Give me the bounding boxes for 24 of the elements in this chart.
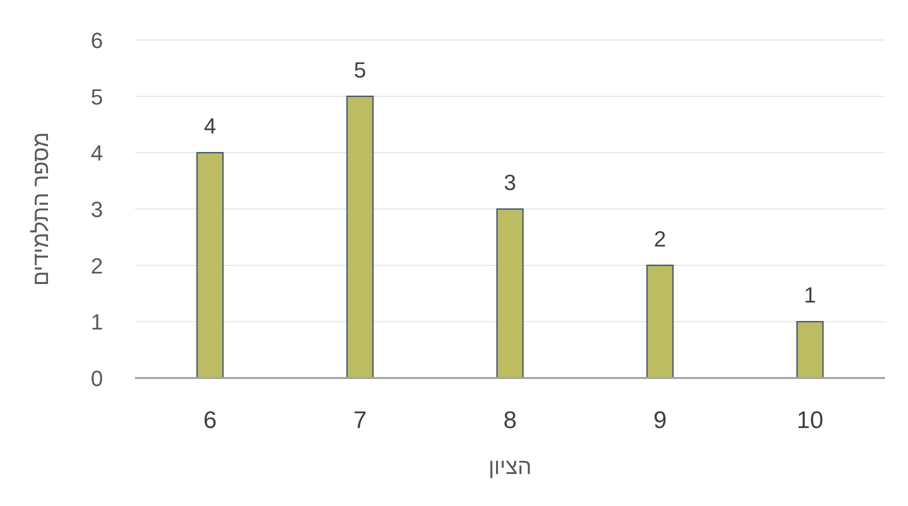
data-label: 5 — [354, 57, 366, 82]
x-tick-label: 10 — [796, 407, 824, 434]
bar — [496, 208, 524, 379]
x-tick-label: 9 — [653, 407, 667, 434]
bar — [346, 96, 374, 379]
x-tick-label: 8 — [503, 407, 517, 434]
data-label: 4 — [204, 114, 216, 139]
y-tick-label: 2 — [90, 253, 103, 278]
data-label: 3 — [504, 170, 516, 195]
y-tick-label: 1 — [90, 310, 103, 335]
x-axis-title: הציון — [488, 454, 532, 479]
y-tick-label: 3 — [90, 197, 103, 222]
y-tick-label: 5 — [90, 84, 103, 110]
data-label: 1 — [804, 282, 816, 308]
y-tick-label: 0 — [90, 366, 103, 391]
y-tick-label: 6 — [90, 28, 103, 53]
x-tick-label: 6 — [203, 407, 217, 434]
bar — [196, 152, 224, 379]
bar — [796, 321, 824, 379]
x-tick-label: 7 — [353, 407, 367, 434]
y-axis-title: מספר התלמידים — [28, 132, 53, 286]
y-tick-label: 4 — [90, 140, 103, 166]
data-label: 2 — [654, 226, 666, 252]
bar — [646, 264, 674, 379]
